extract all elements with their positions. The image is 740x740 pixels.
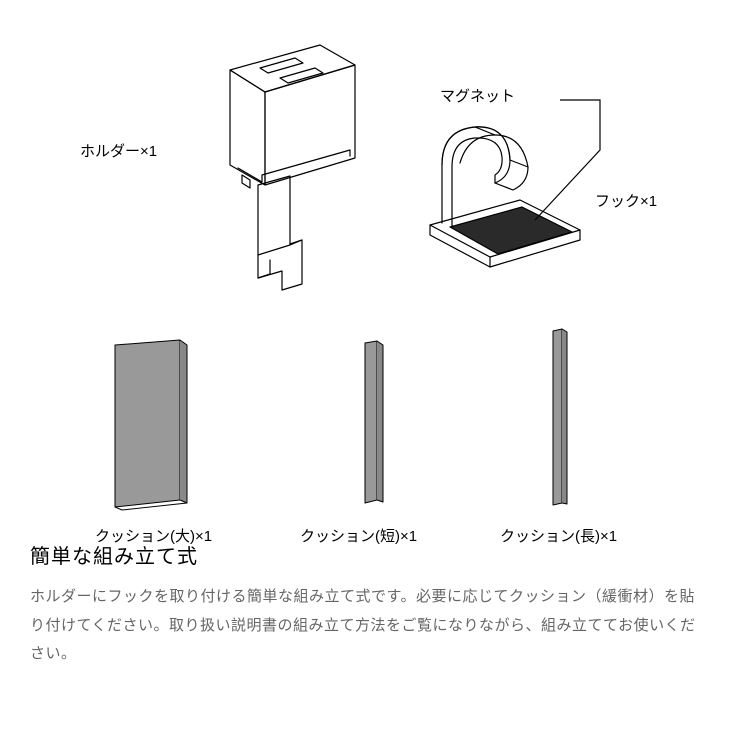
cushion-short-drawing: [355, 335, 395, 515]
cushion-short-label: クッション(短)×1: [300, 525, 417, 546]
cushion-large-drawing: [105, 335, 205, 515]
magnet-label: マグネット: [440, 85, 515, 106]
hook-label: フック×1: [595, 190, 657, 211]
cushion-large-label: クッション(大)×1: [95, 525, 212, 546]
instruction-text: 簡単な組み立て式 ホルダーにフックを取り付ける簡単な組み立て式です。必要に応じて…: [0, 540, 740, 669]
cushion-long-label: クッション(長)×1: [500, 525, 617, 546]
assembly-diagram: マグネット ホルダー×1 フック×1 クッション(大)×1 クッション(短)×1…: [0, 0, 740, 540]
section-description: ホルダーにフックを取り付ける簡単な組み立て式です。必要に応じてクッション（緩衝材…: [30, 583, 710, 669]
cushion-long-drawing: [545, 325, 575, 515]
holder-label: ホルダー×1: [80, 140, 157, 161]
